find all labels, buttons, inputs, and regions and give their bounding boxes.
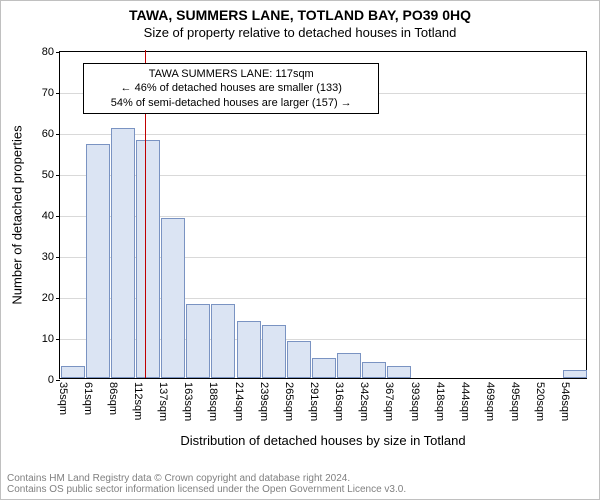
- y-tick-label: 60: [42, 128, 60, 140]
- x-tick-label: 469sqm: [484, 382, 496, 421]
- x-tick-label: 239sqm: [258, 382, 270, 421]
- plot-area: 0102030405060708035sqm61sqm86sqm112sqm13…: [59, 51, 587, 379]
- x-tick-label: 342sqm: [358, 382, 370, 421]
- annotation-line-3: 54% of semi-detached houses are larger (…: [92, 96, 370, 110]
- x-tick-label: 291sqm: [308, 382, 320, 421]
- x-tick-label: 495sqm: [509, 382, 521, 421]
- bar: [211, 304, 235, 378]
- chart-title: TAWA, SUMMERS LANE, TOTLAND BAY, PO39 0H…: [1, 7, 599, 23]
- annotation-line-1: TAWA SUMMERS LANE: 117sqm: [92, 67, 370, 81]
- bar: [186, 304, 210, 378]
- y-tick-label: 70: [42, 87, 60, 99]
- y-tick-label: 10: [42, 333, 60, 345]
- x-tick-label: 61sqm: [82, 382, 94, 415]
- bar: [287, 341, 311, 378]
- x-tick-label: 393sqm: [409, 382, 421, 421]
- y-tick-label: 20: [42, 292, 60, 304]
- chart-subtitle: Size of property relative to detached ho…: [1, 25, 599, 40]
- x-tick-label: 316sqm: [333, 382, 345, 421]
- bar: [337, 353, 361, 378]
- bar: [387, 366, 411, 378]
- footer-line-2: Contains OS public sector information li…: [7, 484, 406, 495]
- bar: [237, 321, 261, 378]
- x-tick-label: 418sqm: [434, 382, 446, 421]
- x-tick-label: 86sqm: [107, 382, 119, 415]
- bar: [312, 358, 336, 379]
- y-tick-label: 40: [42, 210, 60, 222]
- bar: [563, 370, 587, 378]
- y-axis-label: Number of detached properties: [10, 125, 25, 304]
- x-tick-label: 444sqm: [459, 382, 471, 421]
- x-tick-label: 214sqm: [233, 382, 245, 421]
- x-tick-label: 367sqm: [383, 382, 395, 421]
- bar: [86, 144, 110, 378]
- bar: [111, 128, 135, 378]
- bar: [161, 218, 185, 378]
- x-tick-label: 112sqm: [132, 382, 144, 420]
- x-tick-label: 546sqm: [559, 382, 571, 421]
- bar: [362, 362, 386, 378]
- bar: [136, 140, 160, 378]
- annotation-line-2: ← 46% of detached houses are smaller (13…: [92, 81, 370, 95]
- footer-line-1: Contains HM Land Registry data © Crown c…: [7, 473, 406, 484]
- bar: [262, 325, 286, 378]
- x-tick-label: 520sqm: [534, 382, 546, 421]
- y-tick-label: 30: [42, 251, 60, 263]
- bar: [61, 366, 85, 378]
- footer-text: Contains HM Land Registry data © Crown c…: [7, 473, 406, 495]
- x-tick-label: 35sqm: [57, 382, 69, 415]
- x-tick-label: 137sqm: [157, 382, 169, 421]
- chart-container: TAWA, SUMMERS LANE, TOTLAND BAY, PO39 0H…: [0, 0, 600, 500]
- y-tick-label: 50: [42, 169, 60, 181]
- x-axis-label: Distribution of detached houses by size …: [180, 433, 465, 448]
- annotation-box: TAWA SUMMERS LANE: 117sqm ← 46% of detac…: [83, 63, 379, 114]
- x-tick-label: 265sqm: [283, 382, 295, 421]
- x-tick-label: 188sqm: [207, 382, 219, 421]
- y-tick-label: 80: [42, 46, 60, 58]
- x-tick-label: 163sqm: [182, 382, 194, 421]
